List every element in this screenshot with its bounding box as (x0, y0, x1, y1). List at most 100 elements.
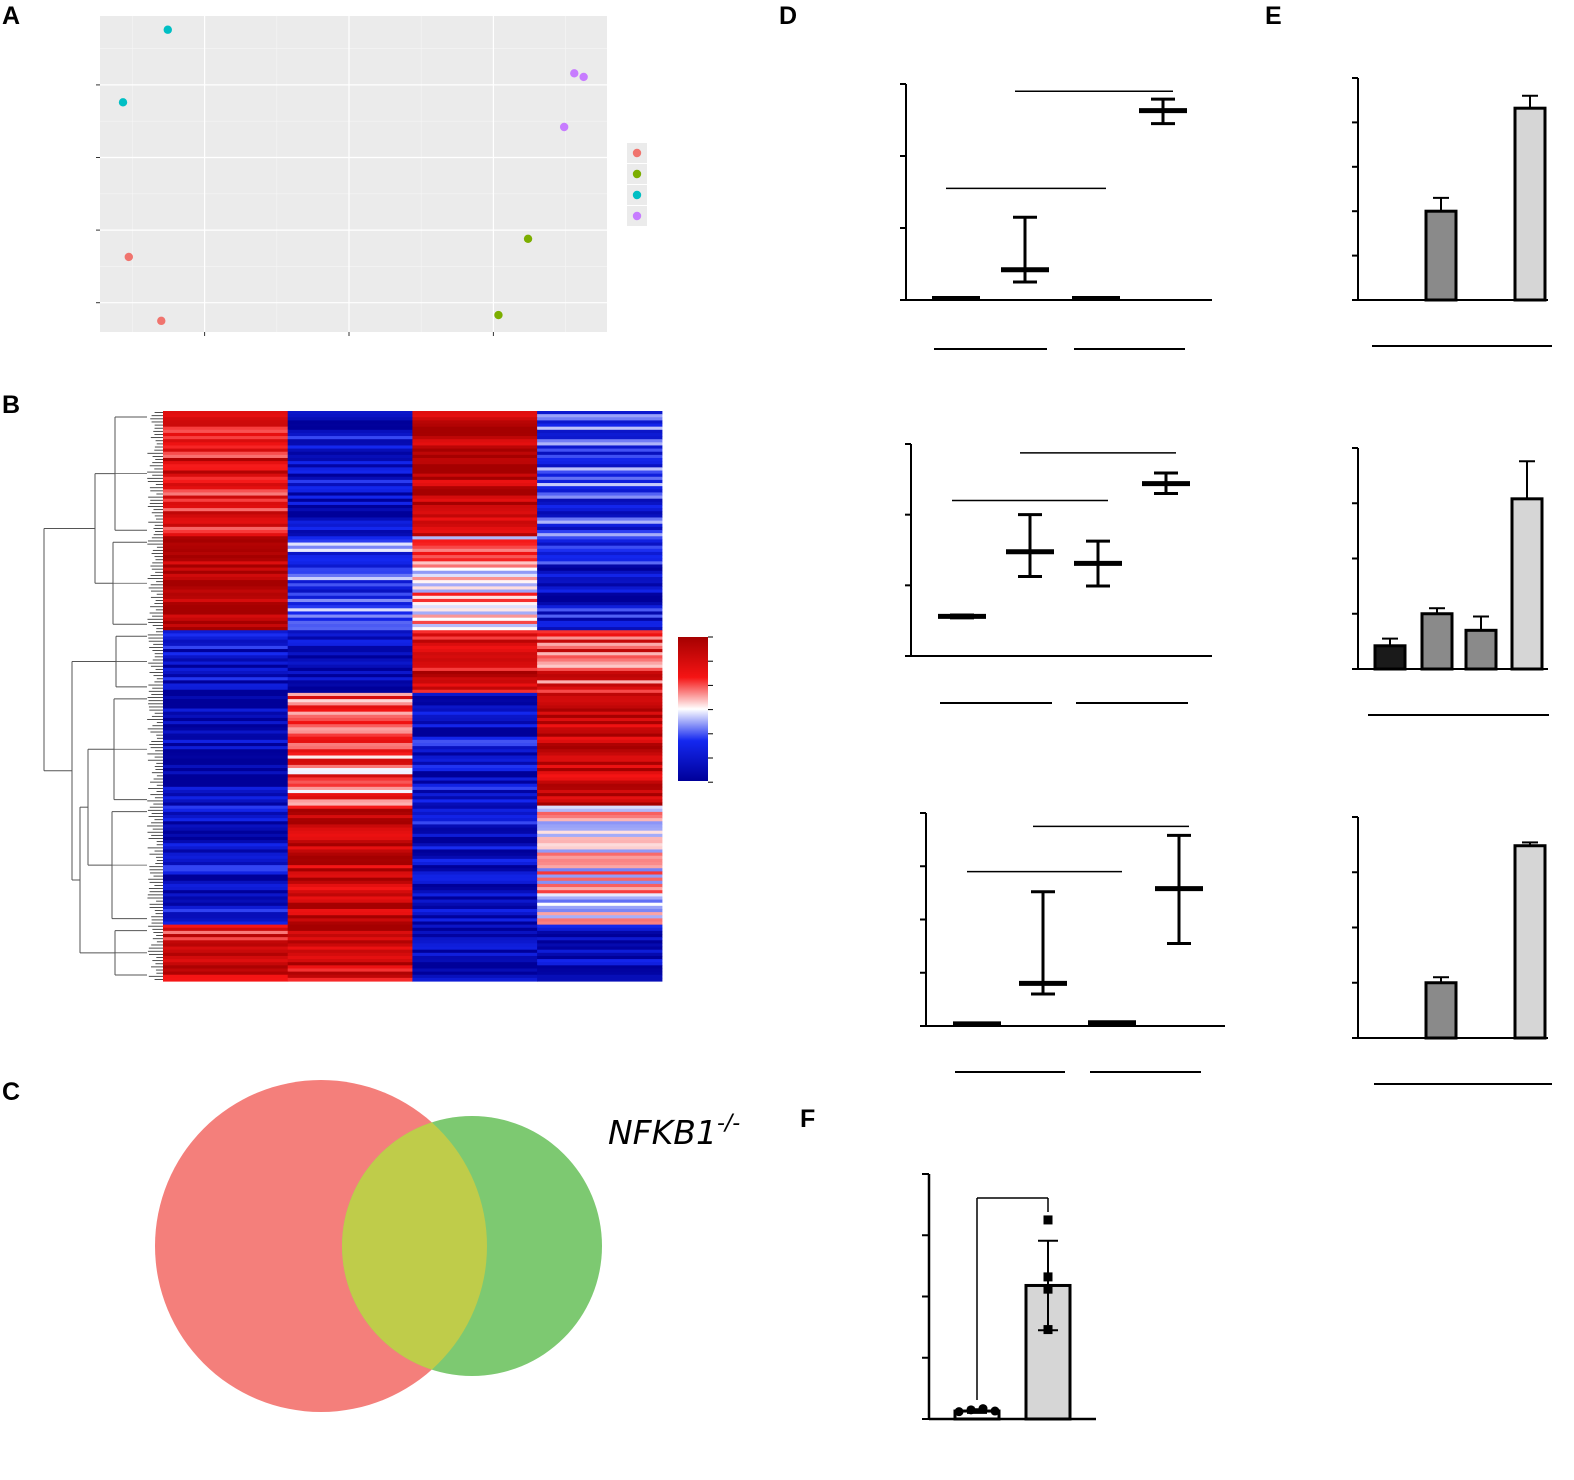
heatmap-cell (163, 536, 289, 541)
heatmap-cell (412, 908, 538, 913)
heatmap-cell (287, 827, 413, 832)
heatmap-cell (537, 457, 663, 462)
heatmap-cell (412, 492, 538, 497)
ko-data-point (1043, 1284, 1053, 1294)
heatmap-cell (163, 652, 289, 656)
heatmap-cell (287, 639, 413, 644)
heatmap-cell (287, 774, 413, 779)
heatmap-cell (412, 683, 538, 688)
heatmap-cell (163, 439, 289, 443)
heatmap-cell (163, 517, 289, 522)
heatmap-cell (287, 526, 413, 531)
heatmap-cell (537, 780, 663, 785)
heatmap-cell (287, 511, 413, 515)
heatmap-cell (163, 598, 289, 603)
heatmap-cell (412, 827, 538, 832)
heatmap-cell (287, 896, 413, 901)
panel-letter-f: F (800, 1105, 815, 1133)
heatmap-cell (287, 852, 413, 857)
heatmap-cell (412, 905, 538, 910)
heatmap-cell (163, 833, 289, 838)
heatmap-cell (412, 611, 538, 616)
heatmap-cell (287, 467, 413, 472)
heatmap-cell (537, 576, 663, 581)
heatmap-cell (537, 861, 663, 866)
heatmap-cell (163, 955, 289, 960)
heatmap-cell (287, 890, 413, 894)
heatmap-cell (537, 927, 663, 932)
heatmap-cell (163, 918, 289, 923)
heatmap-cell (287, 977, 413, 982)
heatmap-cell (412, 746, 538, 750)
heatmap-cell (537, 962, 663, 966)
heatmap-cell (537, 717, 663, 722)
heatmap-cell (163, 655, 289, 660)
heatmap-cell (537, 761, 663, 766)
heatmap-cell (287, 955, 413, 960)
heatmap-cell (412, 652, 538, 656)
heatmap-cell (412, 758, 538, 763)
heatmap-cell (163, 871, 289, 876)
heatmap-cell (537, 827, 663, 832)
heatmap-cell (412, 677, 538, 681)
heatmap-cell (537, 711, 663, 716)
heatmap-cell (537, 483, 663, 487)
heatmap-cell (537, 699, 663, 703)
heatmap-cell (287, 423, 413, 428)
heatmap-cell (537, 721, 663, 725)
heatmap-cell (163, 645, 289, 650)
heatmap-cell (412, 630, 538, 634)
heatmap-cell (537, 930, 663, 935)
heatmap-cell (287, 658, 413, 663)
heatmap-panel (43, 411, 713, 982)
heatmap-cell (163, 887, 289, 891)
heatmap-cell (537, 865, 663, 869)
heatmap-cell (412, 614, 538, 619)
heatmap-cell (287, 968, 413, 973)
heatmap-cell (412, 655, 538, 660)
heatmap-cell (163, 442, 289, 447)
heatmap-cell (412, 818, 538, 822)
heatmap-cell (287, 789, 413, 794)
heatmap-cell (287, 420, 413, 425)
heatmap-cell (287, 677, 413, 681)
heatmap-cell (287, 746, 413, 750)
heatmap-cell (163, 467, 289, 472)
heatmap-cell (537, 564, 663, 569)
heatmap-cell (412, 968, 538, 973)
fold-induction-bar (1513, 844, 1547, 1040)
heatmap-cell (287, 924, 413, 929)
heatmap-cell (287, 783, 413, 788)
heatmap-cell (537, 423, 663, 428)
fold-induction-bar (1424, 981, 1458, 1040)
heatmap-cell (537, 742, 663, 747)
heatmap-cell (287, 818, 413, 822)
heatmap-cell (287, 592, 413, 597)
heatmap-cell (537, 905, 663, 910)
heatmap-cell (412, 457, 538, 462)
heatmap-cell (537, 464, 663, 468)
heatmap-cell (287, 498, 413, 503)
heatmap-cell (537, 811, 663, 816)
heatmap-cell (537, 674, 663, 678)
heatmap-cell (412, 705, 538, 710)
heatmap-cell (537, 520, 663, 525)
heatmap-cell (537, 589, 663, 594)
heatmap-cell (412, 899, 538, 904)
heatmap-cell (412, 815, 538, 819)
heatmap-cell (412, 602, 538, 606)
heatmap-cell (287, 417, 413, 421)
heatmap-cell (412, 871, 538, 876)
heatmap-cell (163, 808, 289, 813)
heatmap-cell (412, 567, 538, 572)
heatmap-cell (412, 523, 538, 528)
heatmap-cell (412, 761, 538, 766)
heatmap-cell (287, 598, 413, 603)
heatmap-cell (163, 642, 289, 647)
heatmap-cell (163, 461, 289, 465)
heatmap-cell (412, 598, 538, 603)
heatmap-cell (163, 511, 289, 515)
heatmap-cell (163, 670, 289, 675)
heatmap-cell (537, 846, 663, 851)
fold-induction-bar (1424, 209, 1458, 302)
